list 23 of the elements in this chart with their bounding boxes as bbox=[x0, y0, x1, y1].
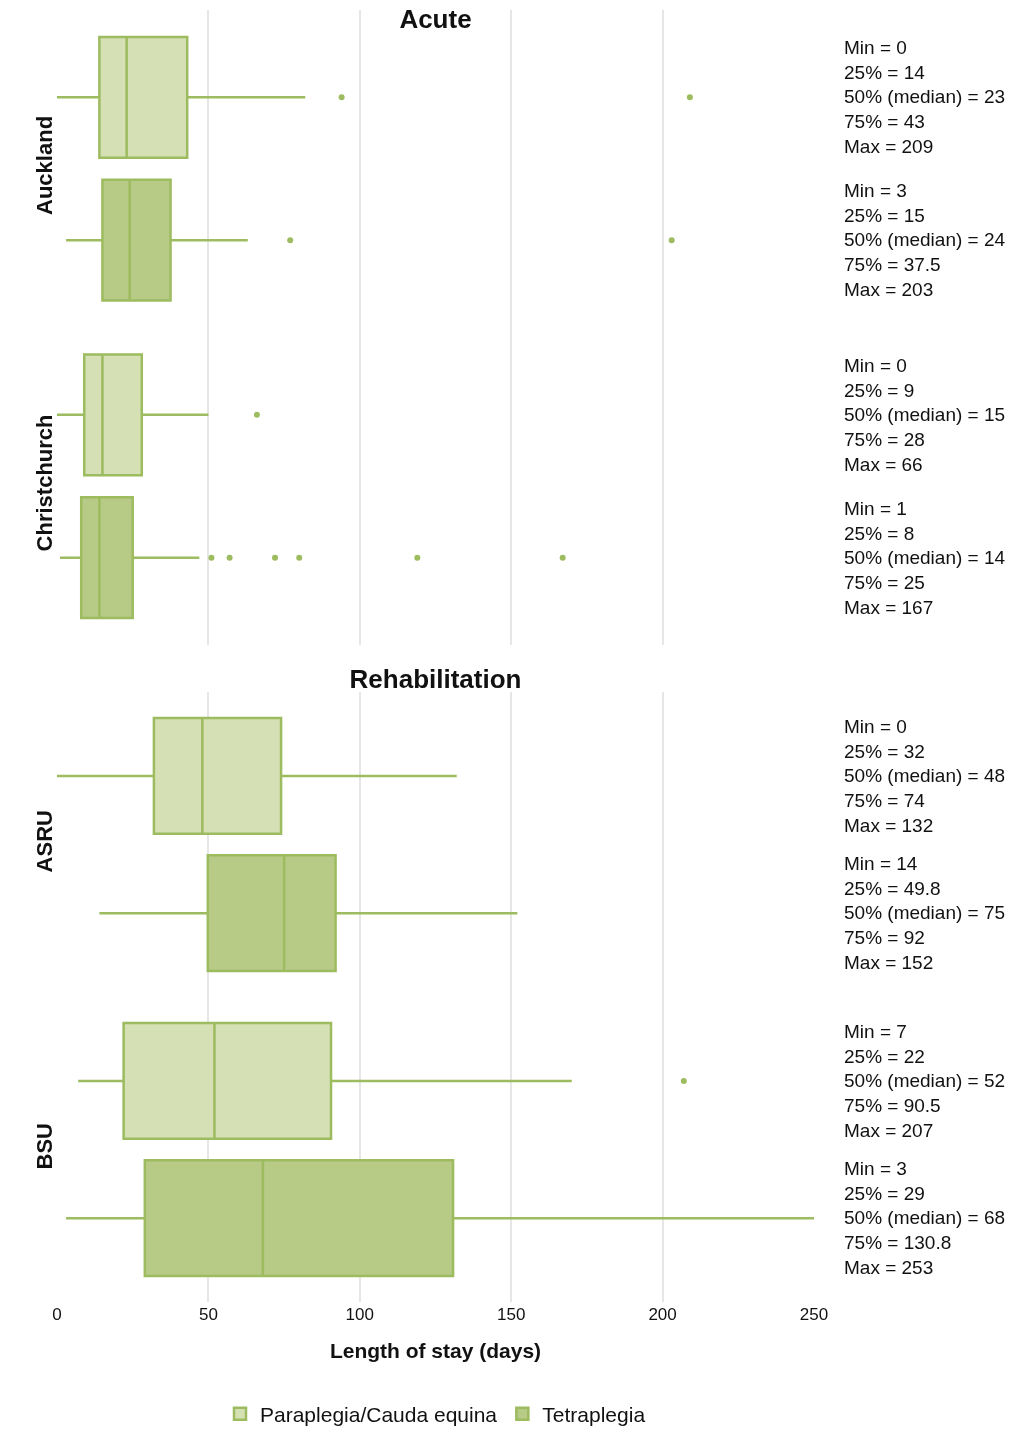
y-tick-label: ASRU bbox=[31, 810, 57, 873]
y-tick-label: BSU bbox=[31, 1122, 57, 1170]
text: Min = 1 25% = 8 50% (median) = 14 75% = 25 Max = 167 bbox=[844, 498, 1006, 618]
x-axis-title: Length of stay (days) bbox=[329, 1339, 542, 1363]
x-tick-label: 0 bbox=[52, 1305, 62, 1324]
chart-title: Rehabilitation bbox=[349, 664, 522, 695]
y-tick-label: Christchurch bbox=[31, 414, 57, 552]
x-tick-label: 150 bbox=[497, 1305, 526, 1324]
chart-title: Acute bbox=[399, 3, 472, 34]
text: Min = 3 25% = 29 50% (median) = 68 75% = 130.8 Max = 253 bbox=[844, 1158, 1006, 1278]
text: Min = 3 25% = 15 50% (median) = 24 75% = 37.5 Max = 203 bbox=[844, 180, 1006, 300]
text: Min = 7 25% = 22 50% (median) = 52 75% = 90.5 Max = 207 bbox=[844, 1021, 1006, 1141]
text: Min = 0 25% = 14 50% (median) = 23 75% = 43 Max = 209 bbox=[844, 37, 1006, 157]
text: Min = 14 25% = 49.8 50% (median) = 75 75% = 92 Max = 152 bbox=[844, 853, 1006, 973]
y-tick-label: Auckland bbox=[31, 115, 57, 215]
x-tick-label: 250 bbox=[799, 1305, 829, 1324]
text: Min = 0 25% = 32 50% (median) = 48 75% = 74 Max = 132 bbox=[844, 716, 1006, 836]
legend-label: Tetraplegia bbox=[542, 1402, 646, 1426]
x-tick-label: 50 bbox=[198, 1305, 218, 1324]
x-tick-label: 200 bbox=[648, 1305, 677, 1324]
legend-label: Paraplegia/Cauda equina bbox=[260, 1402, 498, 1426]
x-tick-label: 100 bbox=[345, 1305, 374, 1324]
text: Min = 0 25% = 9 50% (median) = 15 75% = 28 Max = 66 bbox=[844, 355, 1006, 475]
